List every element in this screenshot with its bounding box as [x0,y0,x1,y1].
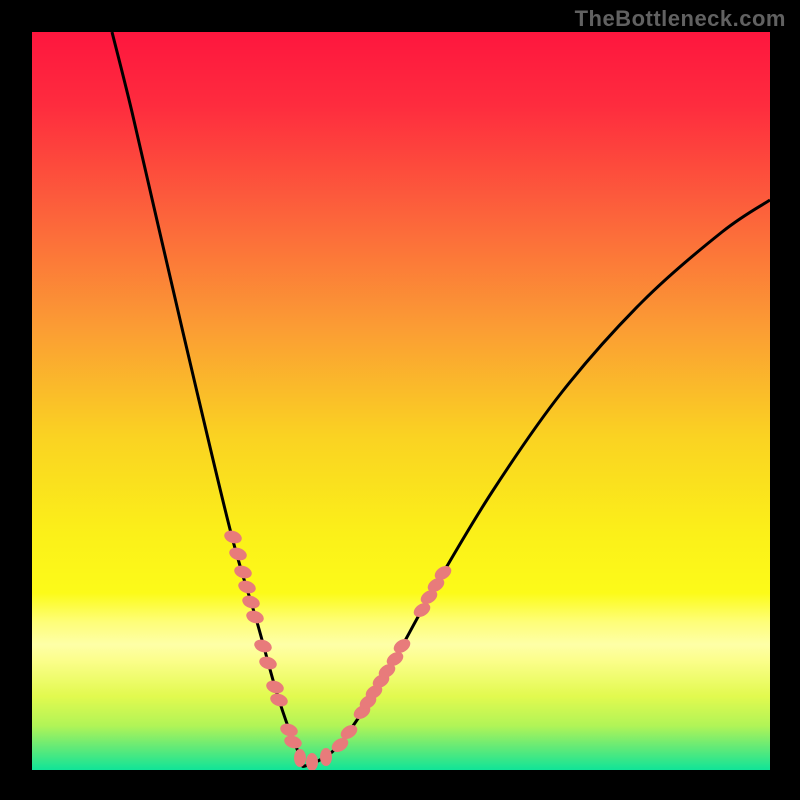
watermark-text: TheBottleneck.com [575,6,786,32]
chart-frame: TheBottleneck.com [0,0,800,800]
curve-marker [320,748,332,766]
bottleneck-chart [32,32,770,770]
curve-marker [294,749,306,767]
